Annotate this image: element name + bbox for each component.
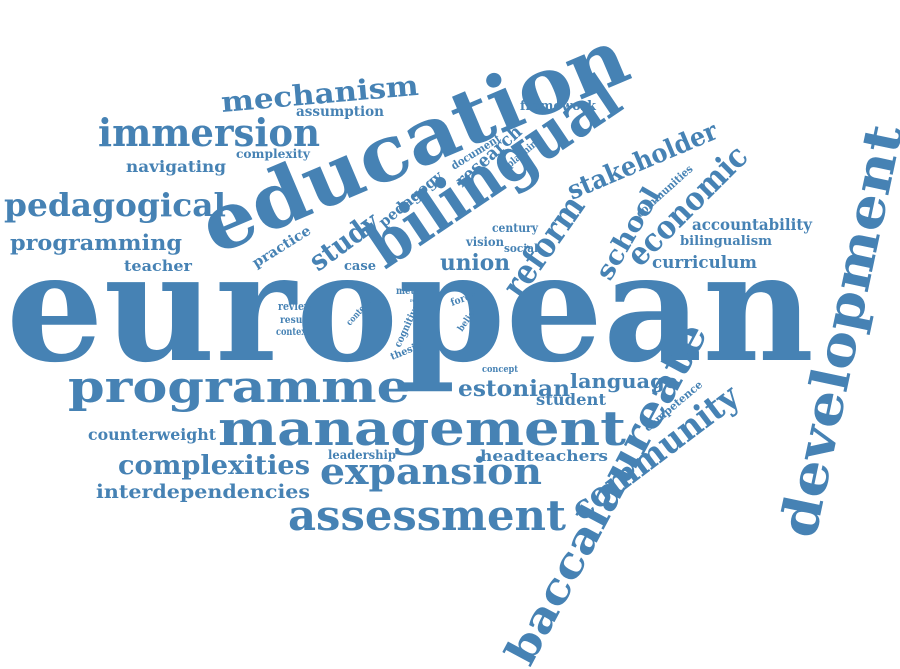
word-context: context [276,327,310,338]
word-navigating: navigating [126,157,226,176]
word-bilingualism: bilingualism [680,234,772,249]
word-review: review [278,300,312,313]
word-case: case [344,259,376,274]
word-immersion: immersion [98,110,320,155]
word-management: management [218,401,626,457]
word-assessment: assessment [288,491,567,540]
word-framework: framework [520,99,597,114]
word-union: union [440,250,510,276]
word-language: language [570,369,678,393]
word-interdependencies: interdependencies [96,481,310,503]
word-estonian: estonian [458,376,570,402]
word-teacher: teacher [124,257,193,275]
word-counterweight: counterweight [88,425,217,444]
word-meta: meta [396,286,420,297]
word-leadership: leadership [328,448,396,462]
word-result: result [280,315,310,326]
word-european: european [6,220,814,396]
word-social: social [504,242,538,255]
word-expansion: expansion [320,451,542,493]
word-headteachers: headteachers [480,447,608,465]
word-concept: concept [482,365,519,375]
word-assumption: assumption [296,104,384,120]
word-curriculum: curriculum [652,253,757,273]
word-century: century [492,221,539,235]
word-complexity: complexity [236,147,311,161]
word-programming: programming [10,230,182,255]
word-student: student [536,390,607,409]
word-role: role [410,298,420,304]
word-complexities: complexities [118,451,310,481]
word-accountability: accountability [692,215,813,234]
word-vision: vision [465,235,504,249]
word-pedagogical: pedagogical [4,186,226,224]
word-programme: programme [68,362,410,413]
